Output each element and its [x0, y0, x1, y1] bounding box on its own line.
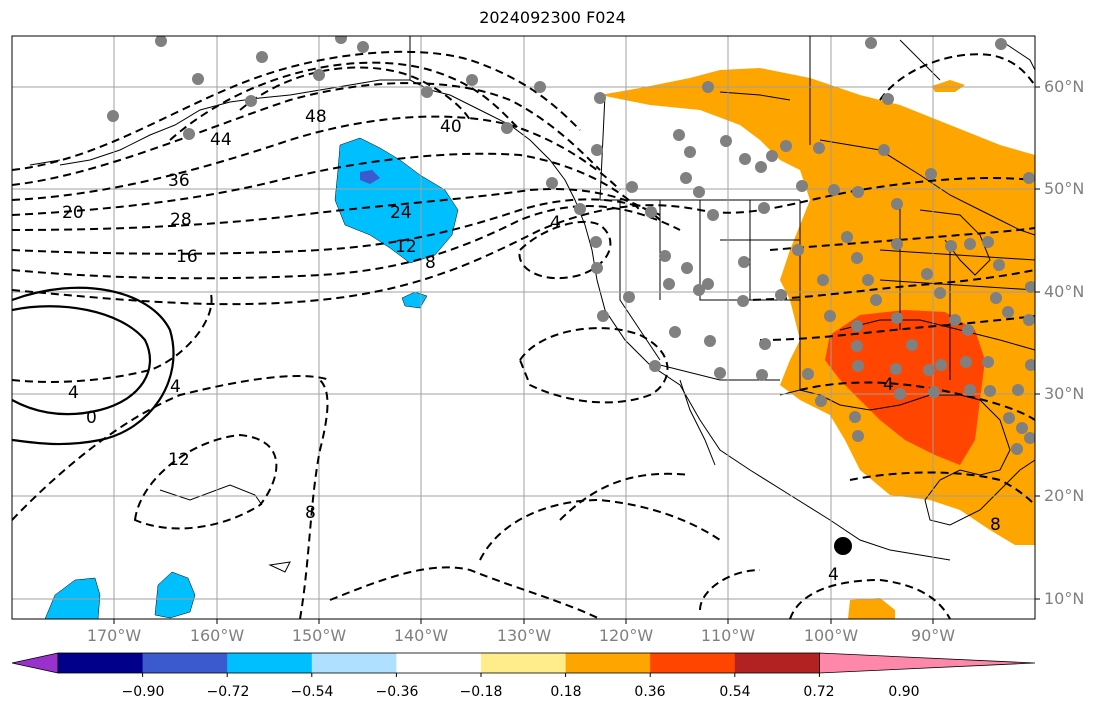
lat-label: 10°N	[1044, 589, 1085, 608]
colorbar-swatch	[650, 653, 736, 673]
positive-anomaly-orange-small	[848, 598, 895, 619]
lon-label: 140°W	[393, 626, 449, 645]
colorbar-swatch	[142, 653, 228, 673]
lat-label: 60°N	[1044, 77, 1085, 96]
marker-dot	[834, 537, 852, 555]
colorbar-tick-label: −0.90	[121, 684, 165, 700]
contour-label: 48	[305, 107, 327, 127]
contour-label: 12	[395, 237, 417, 257]
negative-anomaly-deep-blue	[360, 170, 380, 184]
contour-label: 8	[425, 253, 436, 273]
colorbar-tick-label: 0.90	[888, 684, 920, 700]
lat-label: 50°N	[1044, 179, 1085, 198]
negative-anomaly-blue	[334, 137, 459, 264]
contour-label: 36	[168, 171, 190, 191]
lon-label: 100°W	[803, 626, 859, 645]
colorbar-tick-label: −0.36	[375, 684, 419, 700]
lat-label: 30°N	[1044, 384, 1085, 403]
contour-label: 44	[210, 130, 232, 150]
colorbar-tick-label: 0.36	[634, 684, 666, 700]
colorbar-tick-label: 0.54	[719, 684, 751, 700]
lon-label: 130°W	[496, 626, 552, 645]
contour-labels: 48 44 40 36 28 20 16 24 12 8 4 4 0 4 12 …	[62, 107, 1001, 585]
colorbar-tick-label: 0.72	[803, 684, 835, 700]
colorbar-swatch	[58, 653, 144, 673]
lon-label: 160°W	[189, 626, 245, 645]
contour-label: 0	[86, 408, 97, 428]
lon-label: 110°W	[700, 626, 756, 645]
contour-label: 4	[828, 565, 839, 585]
contour-label: 16	[176, 247, 198, 267]
contour-label: 40	[440, 117, 462, 137]
axis-ticks	[113, 86, 1040, 624]
contour-label: 28	[170, 210, 192, 230]
colorbar-tick-label: −0.18	[459, 684, 503, 700]
coastlines	[29, 36, 1035, 573]
colorbar-tick-label: 0.18	[550, 684, 582, 700]
contour-label: 8	[990, 515, 1001, 535]
positive-anomaly-red	[825, 310, 985, 465]
colorbar-tick-label: −0.54	[290, 684, 334, 700]
lat-label: 20°N	[1044, 486, 1085, 505]
colorbar-tick-label: −0.72	[206, 684, 250, 700]
contour-label: 12	[168, 450, 190, 470]
contour-label: 24	[390, 203, 412, 223]
lon-label: 150°W	[291, 626, 347, 645]
negative-anomaly-blue-sw2	[154, 571, 196, 619]
lon-label: 170°W	[86, 626, 142, 645]
colorbar-swatch	[734, 653, 820, 673]
colorbar-extend-high	[819, 652, 1036, 674]
contour-label: 4	[68, 383, 79, 403]
station-markers	[107, 36, 1035, 455]
lat-label: 40°N	[1044, 282, 1085, 301]
colorbar-swatch	[481, 653, 567, 673]
contour-label: 4	[170, 377, 181, 397]
colorbar-swatch	[227, 653, 313, 673]
contour-label: 4	[550, 213, 561, 233]
colorbar-border	[57, 652, 820, 674]
contour-label: 20	[62, 203, 84, 223]
colorbar-swatch	[396, 653, 482, 673]
colorbar-swatch	[565, 653, 651, 673]
colorbar-extend-low	[11, 652, 59, 674]
colorbar	[11, 652, 1036, 677]
map-title: 2024092300 F024	[479, 8, 626, 27]
colorbar-swatch	[311, 653, 397, 673]
contour-label: 4	[883, 375, 894, 395]
lon-label: 90°W	[910, 626, 956, 645]
height-contours	[12, 50, 1035, 619]
contour-label: 8	[305, 503, 316, 523]
lon-label: 120°W	[598, 626, 654, 645]
graticule	[12, 36, 1035, 619]
positive-anomaly-orange-small2	[932, 80, 965, 92]
height-contours-solid	[12, 286, 175, 446]
